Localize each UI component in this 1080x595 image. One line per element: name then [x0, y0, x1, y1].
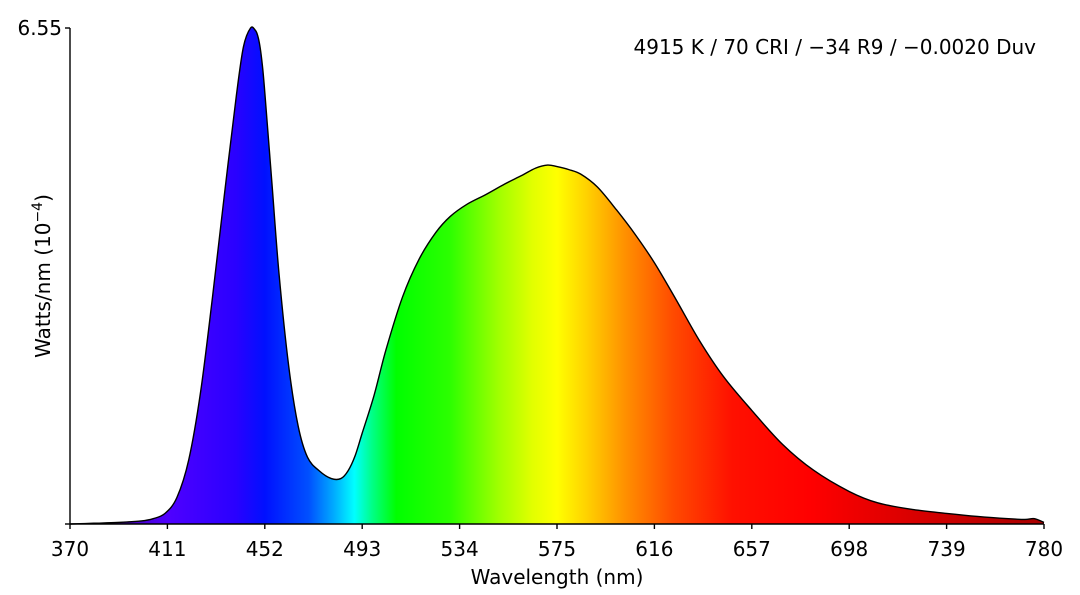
spectrum-area — [70, 27, 1044, 525]
x-axis-ticks: 370 411 452 493 534 575 616 657 698 739 780 — [51, 524, 1063, 561]
x-tick-label: 411 — [148, 537, 186, 561]
x-tick-label: 780 — [1025, 537, 1063, 561]
x-tick-label: 616 — [635, 537, 673, 561]
y-axis-title-main: Watts/nm (10 — [31, 223, 55, 358]
spectrum-line — [69, 26, 1045, 525]
x-tick-label: 657 — [733, 537, 771, 561]
x-tick-label: 493 — [343, 537, 381, 561]
x-tick-label: 452 — [246, 537, 284, 561]
x-tick-label: 575 — [538, 537, 576, 561]
x-axis-title: Wavelength (nm) — [471, 565, 644, 589]
y-axis-title-close: ) — [31, 194, 55, 202]
x-tick-label: 739 — [928, 537, 966, 561]
x-tick-label: 370 — [51, 537, 89, 561]
y-axis-title: Watts/nm (10−4) — [30, 194, 55, 358]
y-axis-ticks: 6.55 — [17, 16, 70, 525]
x-tick-label: 534 — [441, 537, 479, 561]
y-axis-title-exponent: −4 — [30, 202, 46, 223]
chart-annotation: 4915 K / 70 CRI / −34 R9 / −0.0020 Duv — [634, 35, 1037, 59]
y-tick-label: 6.55 — [17, 16, 62, 40]
x-tick-label: 698 — [830, 537, 868, 561]
